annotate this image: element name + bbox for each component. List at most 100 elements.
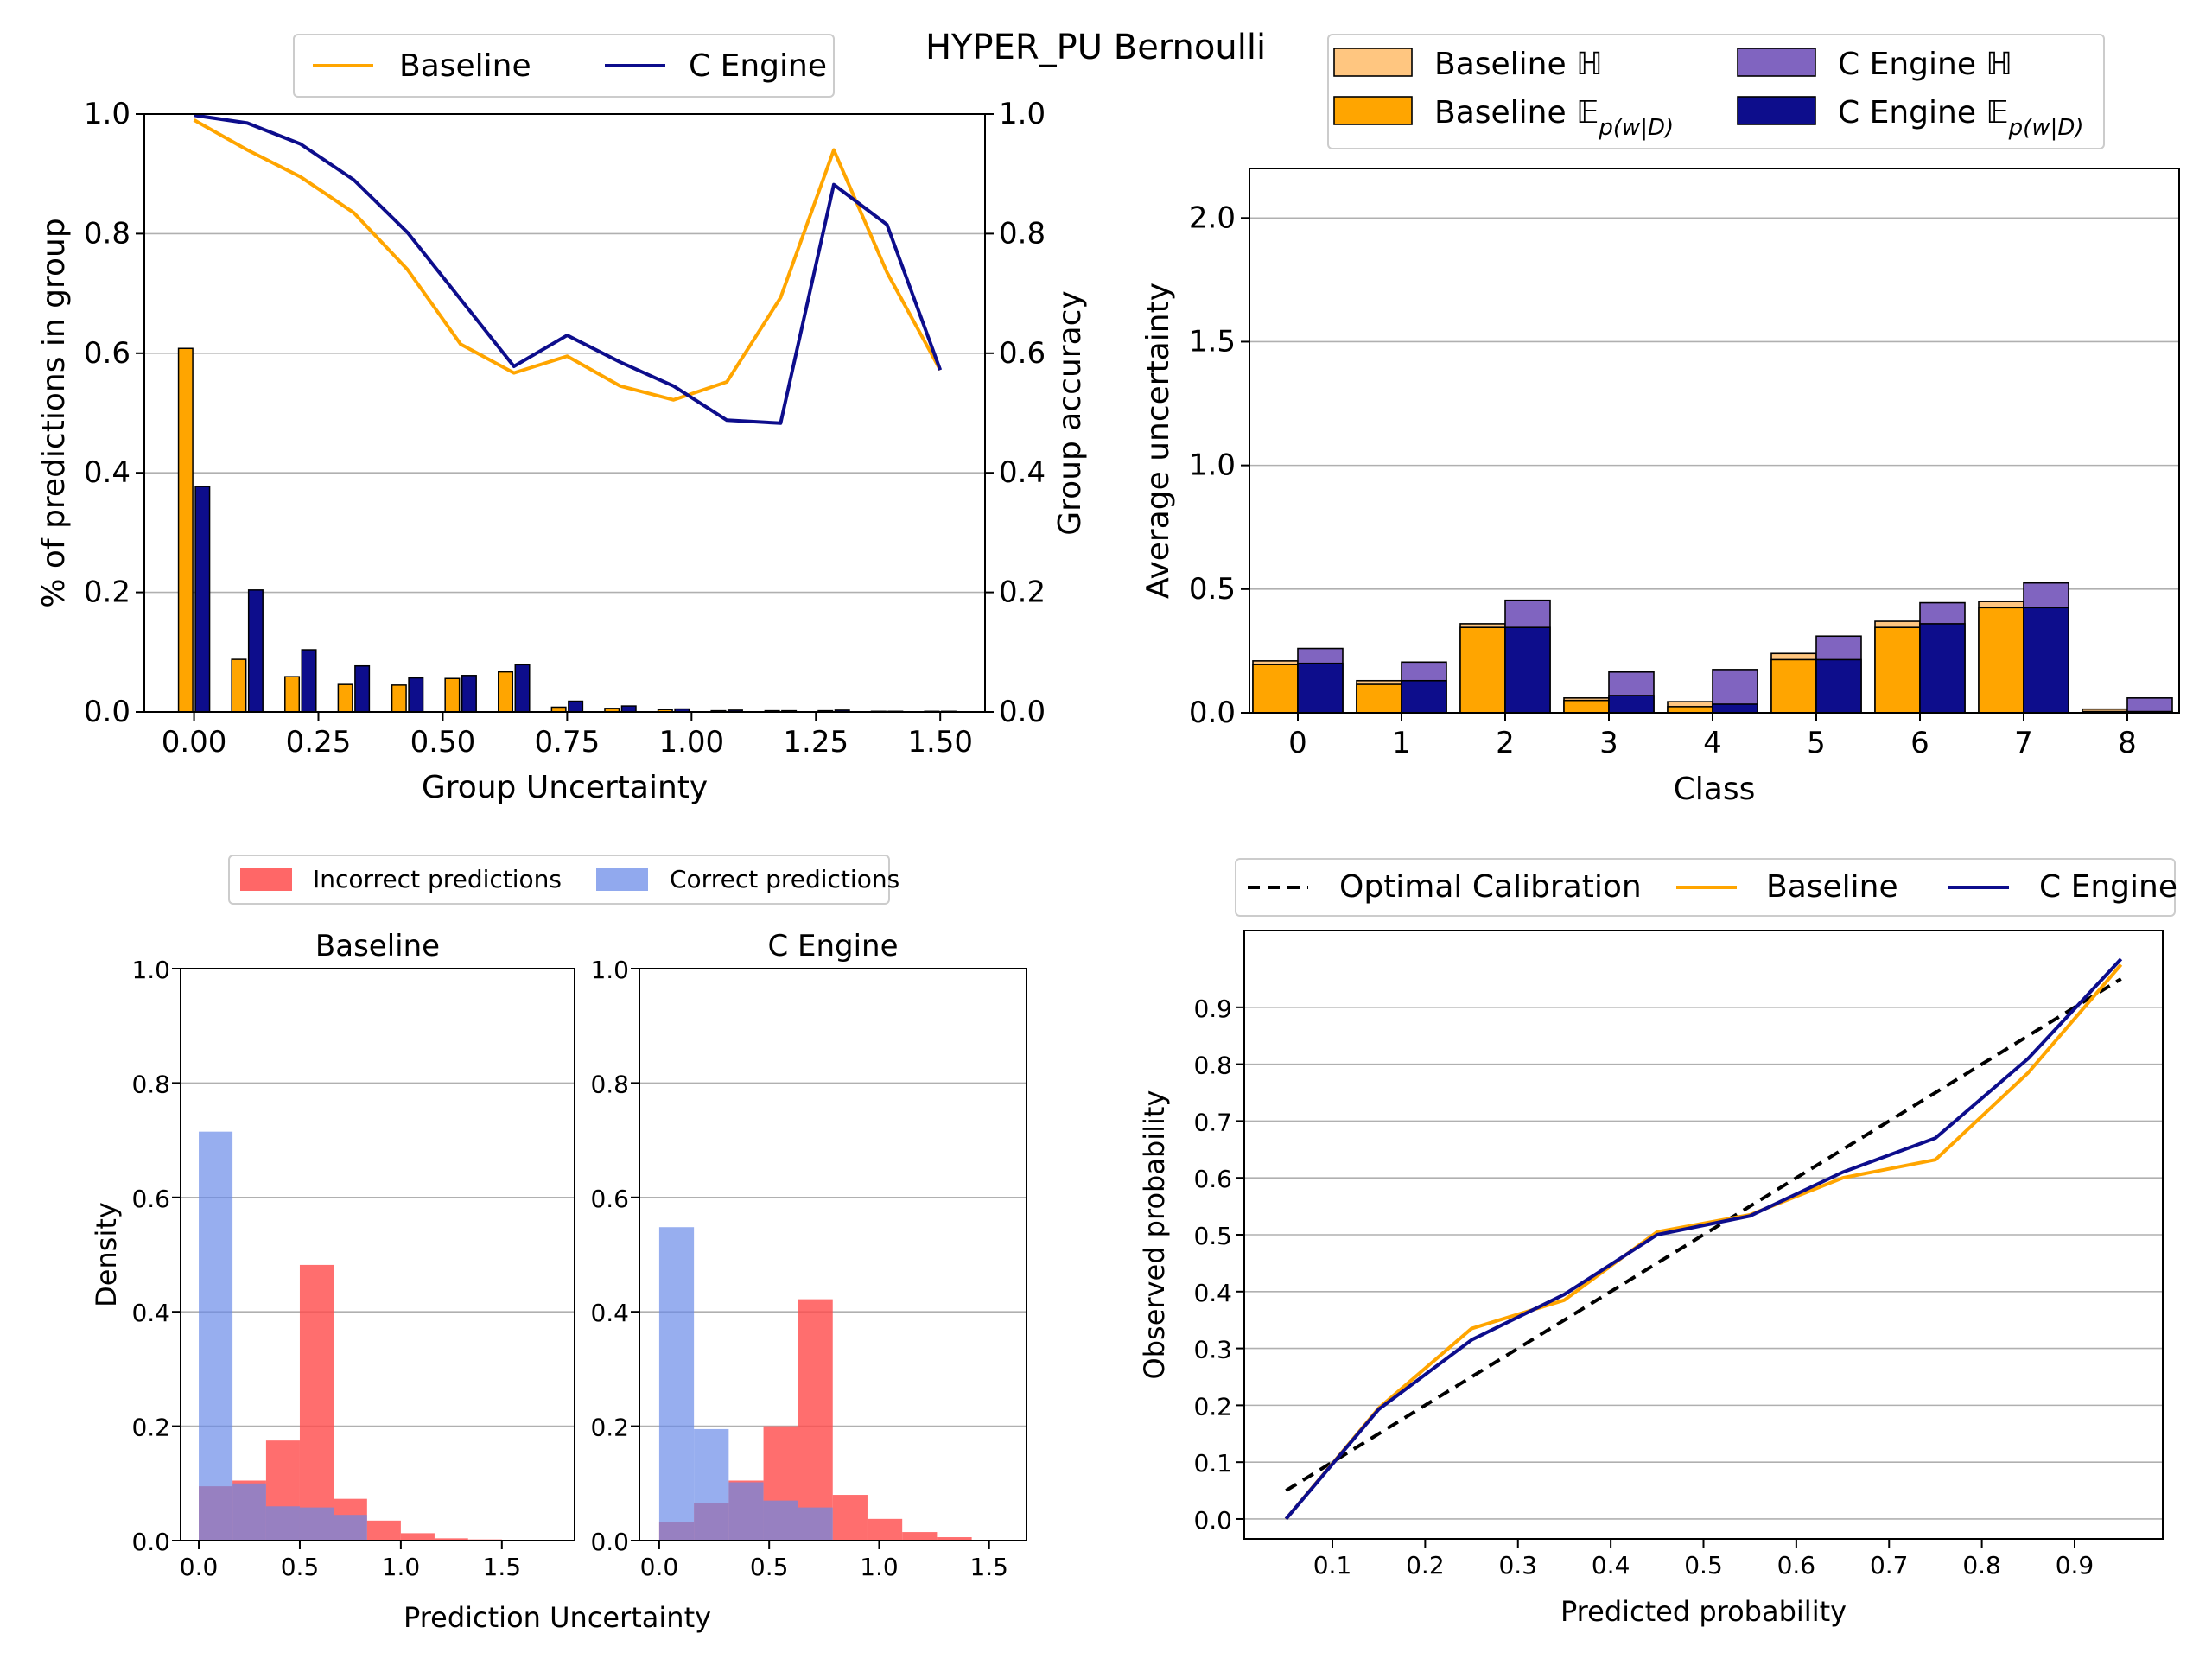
x-tick-label: 2 [1496, 726, 1515, 760]
figure-title: HYPER_PU Bernoulli [925, 28, 1266, 67]
c-engine-bar [408, 677, 424, 713]
correct-hist-bar [334, 1515, 367, 1541]
correct-hist-bar [265, 1506, 300, 1541]
y-tick-label: 0.0 [1193, 1506, 1232, 1535]
y-tick-label: 0.8 [131, 1070, 170, 1098]
c-engine-E-bar [1815, 658, 1862, 714]
y-right-tick-label: 0.8 [999, 216, 1046, 251]
baseline-bar [391, 684, 407, 713]
y-tick-label: 0.6 [84, 336, 130, 371]
y-tick-label: 0.0 [1189, 696, 1236, 730]
x-tick-label: 0.5 [1684, 1551, 1723, 1580]
y-tick-label: 0.5 [1193, 1222, 1232, 1250]
correct-hist-bar [658, 1227, 695, 1541]
legend-frame [228, 855, 890, 905]
y-tick-label: 1.5 [1189, 324, 1236, 359]
baseline-E-bar [1356, 683, 1402, 714]
c-engine-bar [301, 649, 317, 713]
x-tick-label: 0.75 [535, 725, 601, 760]
x-tick-label: 0.6 [1777, 1551, 1816, 1580]
legend-swatch [240, 868, 292, 891]
x-tick-label: 8 [2118, 726, 2137, 760]
y-tick-label: 0.0 [84, 695, 130, 729]
y-right-tick-label: 0.2 [999, 575, 1046, 610]
y-tick-label: 0.0 [590, 1528, 629, 1556]
y-tick-label: 0.4 [84, 455, 130, 490]
c-engine-histogram: 0.0 0.2 0.4 0.6 0.8 1.0 0.0 0.5 1.0 1.5 C Engine [590, 929, 1027, 1581]
y-tick-label: 0.3 [1193, 1336, 1232, 1364]
x-tick-label: 0.0 [180, 1553, 219, 1581]
y-axis-label: Average uncertainty [1141, 283, 1176, 599]
c-engine-H-bar [2126, 697, 2173, 714]
incorrect-hist-bar [902, 1532, 938, 1541]
correct-hist-bar [798, 1507, 833, 1541]
legend-swatch [1333, 96, 1413, 125]
x-tick-label: 0.5 [281, 1553, 320, 1581]
x-tick-label: 1.5 [483, 1553, 522, 1581]
x-tick-label: 1.25 [783, 725, 849, 760]
baseline-calibration-line [1284, 963, 2123, 1521]
c-engine-bar [461, 675, 477, 713]
y-tick-label: 1.0 [1189, 448, 1236, 483]
y-tick-label: 1.0 [131, 956, 170, 984]
baseline-histogram: 0.0 0.2 0.4 0.6 0.8 1.0 0.0 0.5 1.0 1.5 Baseline De… [90, 929, 575, 1581]
x-tick-label: 6 [1910, 726, 1929, 760]
x-tick-label: 4 [1703, 726, 1722, 760]
x-tick-label: 5 [1807, 726, 1826, 760]
x-tick-label: 1.0 [860, 1553, 899, 1581]
y-tick-label: 1.0 [84, 97, 130, 131]
incorrect-hist-bar [832, 1495, 868, 1541]
y-right-tick-label: 0.6 [999, 336, 1046, 371]
c-engine-E-bar [2023, 607, 2069, 714]
histogram-xlabel: Prediction Uncertainty [404, 1601, 711, 1634]
x-tick-label: 1 [1392, 726, 1411, 760]
legend-label: Optimal Calibration [1339, 869, 1642, 905]
y-right-axis-label: Group accuracy [1052, 290, 1088, 535]
class-uncertainty-chart: 0.0 0.5 1.0 1.5 2.0 0 1 2 3 4 5 6 7 8 Class Average unc… [1141, 34, 2180, 807]
c-engine-E-bar [1401, 679, 1447, 714]
c-engine-bar [247, 589, 264, 713]
x-tick-label: 0.2 [1406, 1551, 1445, 1580]
x-tick-label: 7 [2014, 726, 2033, 760]
y-axis-label: % of predictions in group [36, 218, 72, 607]
y-tick-label: 0.2 [84, 575, 130, 610]
x-tick-label: 0 [1288, 726, 1307, 760]
incorrect-hist-bar [400, 1533, 435, 1541]
incorrect-hist-bar [366, 1520, 401, 1541]
baseline-E-bar [1563, 699, 1610, 714]
y-tick-label: 0.4 [590, 1299, 629, 1327]
y-axis-label: Observed probability [1138, 1090, 1171, 1380]
c-engine-bar [354, 664, 371, 713]
c-engine-E-bar [1504, 626, 1551, 714]
y-axis-label: Density [90, 1202, 123, 1307]
legend-swatch [1737, 48, 1816, 77]
c-engine-E-bar [1919, 623, 1966, 714]
x-tick-label: 1.5 [969, 1553, 1008, 1581]
c-engine-bar [514, 664, 531, 713]
x-tick-label: 0.0 [640, 1553, 679, 1581]
x-axis-label: Class [1674, 772, 1756, 807]
y-tick-label: 0.6 [1193, 1165, 1232, 1193]
legend-label: Incorrect predictions [313, 865, 562, 893]
x-tick-label: 0.8 [1962, 1551, 2001, 1580]
incorrect-hist-bar [798, 1299, 833, 1541]
c-engine-E-bar [1712, 703, 1758, 714]
c-engine-calibration-line [1284, 957, 2123, 1521]
y-tick-label: 0.4 [131, 1299, 170, 1327]
incorrect-hist-bar [867, 1518, 903, 1541]
c-engine-bar [620, 705, 637, 713]
x-tick-label: 1.50 [907, 725, 973, 760]
legend-label: C Engine [689, 48, 827, 84]
y-tick-label: 0.0 [131, 1528, 170, 1556]
legend-subscript: p(w|D) [2008, 115, 2084, 141]
baseline-E-bar [1874, 626, 1921, 714]
legend-label: Baseline [1766, 869, 1898, 905]
legend-label: C Engine ℍ [1838, 47, 2012, 82]
y-tick-label: 0.8 [1193, 1052, 1232, 1080]
x-tick-label: 3 [1599, 726, 1618, 760]
x-tick-label: 0.25 [286, 725, 352, 760]
baseline-E-bar [1667, 706, 1713, 714]
axes-frame [180, 968, 575, 1541]
c-engine-bar [194, 486, 211, 713]
y-right-tick-label: 0.0 [999, 695, 1046, 729]
